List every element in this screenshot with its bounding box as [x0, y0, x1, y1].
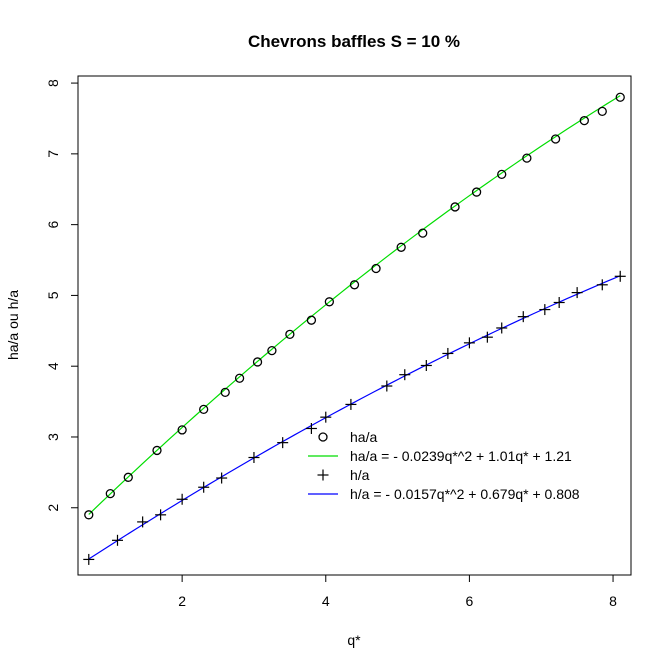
- x-tick-label: 8: [609, 593, 617, 609]
- y-tick-label: 5: [45, 291, 61, 299]
- legend-label: h/a = - 0.0157q*^2 + 0.679q* + 0.808: [350, 486, 580, 502]
- point-plus: [345, 398, 357, 410]
- point-plus: [517, 311, 529, 323]
- point-plus: [137, 516, 149, 528]
- legend: ha/a ha/a = - 0.0239q*^2 + 1.01q* + 1.21 h…: [308, 429, 580, 502]
- point-plus: [571, 287, 583, 299]
- point-circle: [267, 345, 277, 356]
- point-circle: [450, 202, 460, 212]
- x-axis: 2 4 6 8: [178, 575, 617, 609]
- legend-label: h/a: [350, 467, 370, 483]
- point-plus: [305, 422, 317, 434]
- y-axis-label: ha/a ou h/a: [5, 290, 21, 360]
- point-plus: [614, 270, 626, 282]
- point-circle: [371, 263, 381, 274]
- point-circle: [349, 280, 360, 290]
- legend-item: ha/a: [318, 429, 377, 445]
- point-circle: [615, 92, 625, 102]
- point-plus: [553, 296, 565, 308]
- point-circle: [324, 297, 335, 307]
- y-tick-label: 8: [45, 79, 61, 87]
- chart-title: Chevrons baffles S = 10 %: [248, 32, 460, 51]
- data-points: [83, 92, 626, 565]
- x-axis-label: q*: [347, 632, 361, 648]
- point-circle: [105, 488, 115, 499]
- point-circle: [471, 187, 482, 197]
- point-plus: [381, 380, 393, 392]
- point-plus: [198, 481, 210, 493]
- point-circle: [177, 425, 187, 435]
- point-circle: [522, 153, 532, 163]
- point-circle: [285, 329, 295, 339]
- x-tick-label: 4: [322, 593, 330, 609]
- y-tick-label: 2: [45, 504, 61, 512]
- point-circle: [199, 404, 209, 415]
- point-circle: [123, 472, 133, 482]
- point-plus: [539, 304, 551, 316]
- legend-item: ha/a = - 0.0239q*^2 + 1.01q* + 1.21: [308, 448, 572, 464]
- point-plus: [442, 347, 454, 359]
- y-tick-label: 6: [45, 221, 61, 229]
- point-circle: [550, 134, 561, 144]
- point-plus: [83, 553, 95, 565]
- x-tick-label: 2: [178, 593, 186, 609]
- point-circle: [579, 115, 589, 126]
- fit-line-0: [88, 95, 621, 515]
- plot-frame: [77, 75, 632, 576]
- point-circle: [418, 228, 428, 238]
- point-circle: [396, 242, 406, 252]
- y-tick-label: 7: [45, 150, 61, 158]
- point-plus: [176, 493, 188, 505]
- point-plus: [496, 322, 508, 334]
- point-plus: [399, 369, 411, 381]
- point-plus: [155, 509, 167, 521]
- point-plus: [481, 331, 493, 343]
- point-circle: [597, 106, 607, 117]
- legend-circle-icon: [318, 432, 328, 442]
- y-tick-label: 3: [45, 433, 61, 441]
- legend-plus-icon: [317, 469, 329, 481]
- fit-line-1: [88, 275, 621, 560]
- legend-label: ha/a: [350, 429, 377, 445]
- legend-item: h/a: [317, 467, 370, 483]
- point-plus: [277, 437, 289, 449]
- point-plus: [248, 452, 260, 464]
- y-tick-label: 4: [45, 362, 61, 370]
- point-plus: [596, 279, 608, 291]
- x-tick-label: 6: [466, 593, 474, 609]
- point-circle: [252, 357, 263, 367]
- point-circle: [84, 510, 94, 520]
- point-plus: [463, 337, 475, 349]
- y-axis: 2 3 4 5 6 7 8: [45, 79, 78, 512]
- legend-label: ha/a = - 0.0239q*^2 + 1.01q* + 1.21: [350, 448, 572, 464]
- point-plus: [320, 411, 332, 423]
- fit-lines: [88, 95, 621, 560]
- point-circle: [220, 387, 230, 398]
- point-plus: [216, 472, 228, 484]
- point-circle: [497, 169, 507, 180]
- point-circle: [306, 315, 317, 325]
- point-plus: [420, 359, 432, 371]
- legend-item: h/a = - 0.0157q*^2 + 0.679q* + 0.808: [308, 486, 580, 502]
- point-plus: [112, 534, 123, 546]
- point-circle: [234, 373, 245, 383]
- point-circle: [152, 445, 162, 456]
